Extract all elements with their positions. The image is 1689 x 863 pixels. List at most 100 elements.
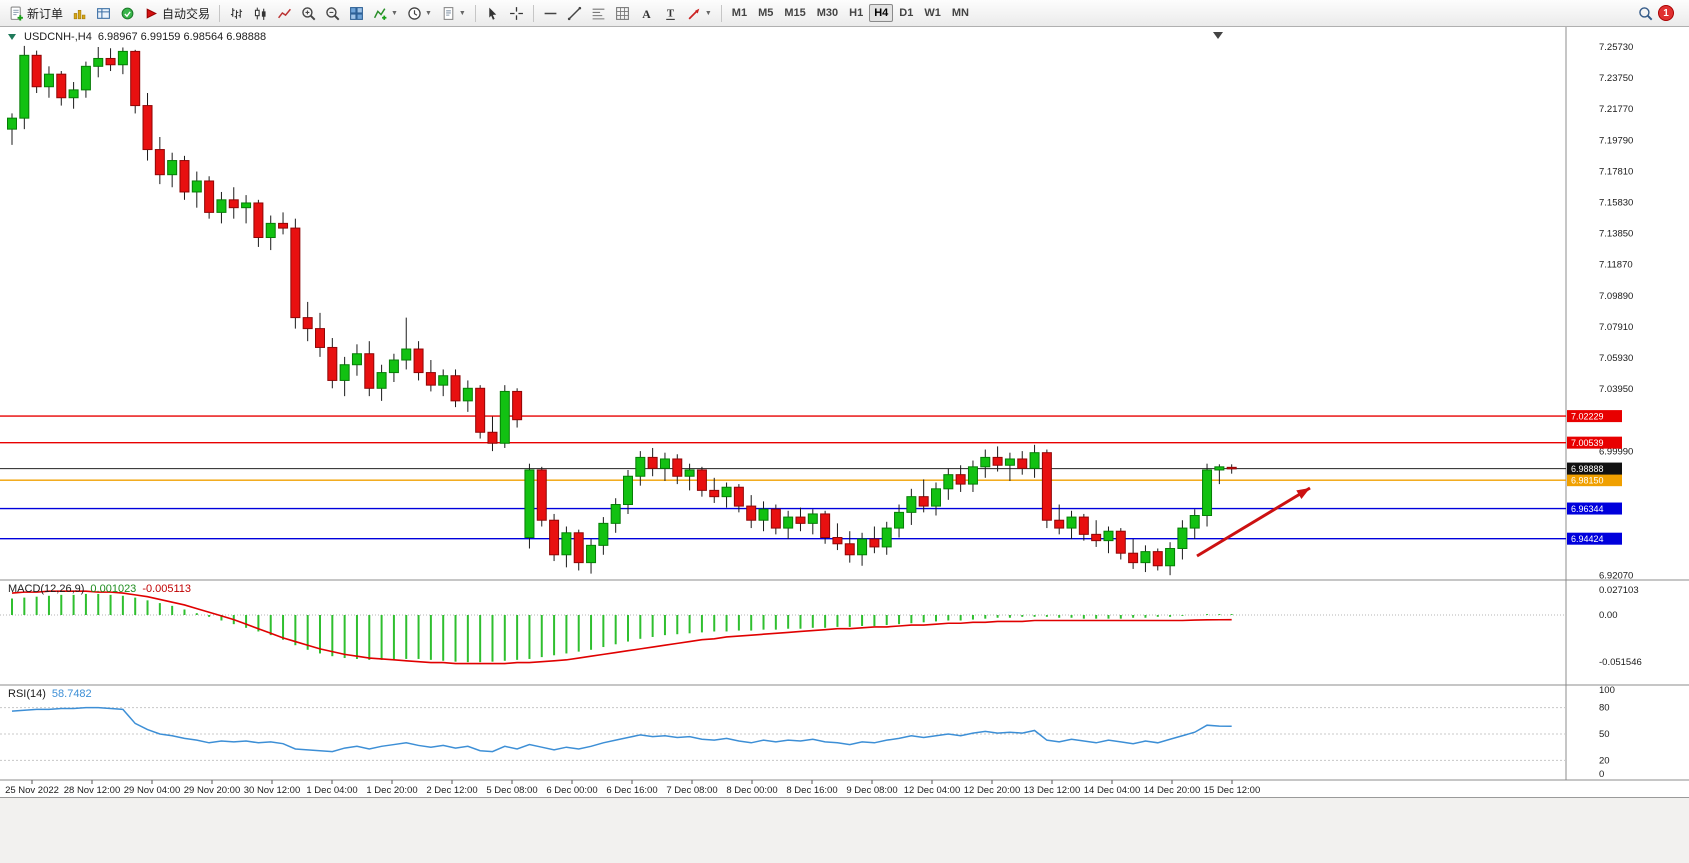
fibonacci-button[interactable]: [587, 3, 610, 24]
price-axis-label: 6.99990: [1599, 446, 1633, 457]
bear-candle: [647, 456, 658, 469]
timeframe-m15-button[interactable]: M15: [779, 4, 810, 22]
bull-candle: [216, 199, 227, 213]
bull-candle: [967, 466, 978, 485]
bull-candle: [635, 456, 646, 477]
price-badge: [1567, 410, 1622, 423]
bull-candle: [758, 508, 769, 521]
zoom-out-button[interactable]: [321, 3, 344, 24]
timeframe-d1-button[interactable]: D1: [894, 4, 918, 22]
price-badge-value: 6.96344: [1571, 504, 1604, 514]
bull-candle: [610, 504, 621, 524]
market-watch-button[interactable]: [92, 3, 115, 24]
macd-name: MACD(12,26,9): [8, 583, 85, 595]
bull-candle: [388, 359, 399, 374]
bull-candle: [881, 527, 892, 548]
periods-button[interactable]: ▼: [403, 3, 436, 24]
price-badge-value: 7.02229: [1571, 412, 1604, 422]
bear-candle: [795, 516, 806, 524]
timeframe-mn-button[interactable]: MN: [947, 4, 974, 22]
cursor-button[interactable]: [481, 3, 504, 24]
time-axis-label: 28 Nov 12:00: [64, 785, 121, 796]
new-order-button[interactable]: 新订单: [5, 2, 67, 25]
bear-candle: [733, 486, 744, 507]
bear-candle: [672, 458, 683, 477]
bull-candle: [1202, 469, 1213, 517]
grid-button[interactable]: [611, 3, 634, 24]
bull-candle: [623, 475, 633, 506]
bear-candle: [992, 456, 1003, 466]
price-badge-value: 7.00539: [1571, 438, 1604, 448]
macd-axis-label: 0.027103: [1599, 585, 1639, 596]
timeframe-h4-button[interactable]: H4: [869, 4, 894, 22]
price-axis-label: 7.09890: [1599, 291, 1633, 302]
time-axis-label: 2 Dec 12:00: [426, 785, 477, 796]
tile-windows-button[interactable]: [345, 3, 368, 24]
time-axis-label: 8 Dec 16:00: [786, 785, 837, 796]
toolbar: 新订单 自动交易 ▼ ▼ ▼ A T ▼ M1 M5 M15 M30 H1 H4…: [0, 0, 1689, 27]
templates-button[interactable]: ▼: [437, 3, 470, 24]
bear-candle: [536, 469, 547, 521]
bull-candle: [721, 486, 732, 498]
candlestick-chart-button[interactable]: [249, 3, 272, 24]
crosshair-button[interactable]: [505, 3, 528, 24]
price-axis-label: 7.15830: [1599, 197, 1633, 208]
timeframe-h1-button[interactable]: H1: [844, 4, 868, 22]
search-button[interactable]: [1634, 3, 1657, 24]
horizontal-line-button[interactable]: [539, 3, 562, 24]
price-axis-label: 7.07910: [1599, 322, 1633, 333]
trend-arrow-head[interactable]: [1296, 488, 1310, 499]
trend-arrow[interactable]: [1196, 486, 1311, 558]
bear-candle: [869, 538, 880, 548]
line-chart-button[interactable]: [273, 3, 296, 24]
rsi-axis-label: 50: [1599, 729, 1610, 740]
time-axis-label: 15 Dec 12:00: [1204, 785, 1261, 796]
chart-profiles-button[interactable]: [68, 3, 91, 24]
time-axis-label: 14 Dec 20:00: [1144, 785, 1201, 796]
price-axis-label: 7.19790: [1599, 135, 1633, 146]
templates-icon: [443, 6, 454, 20]
label-icon: T: [666, 7, 675, 20]
arrows-tool-button[interactable]: ▼: [683, 3, 716, 24]
price-axis-label: 6.92070: [1599, 571, 1633, 582]
price-axis-label: 7.17810: [1599, 166, 1633, 177]
new-order-icon: [10, 6, 23, 20]
indicators-button[interactable]: ▼: [369, 3, 402, 24]
bull-candle: [1165, 547, 1176, 567]
chart-shift-marker[interactable]: [1213, 32, 1223, 39]
grid-icon: [615, 6, 629, 20]
timeframe-m1-button[interactable]: M1: [727, 4, 752, 22]
toolbar-separator: [219, 4, 221, 22]
bear-candle: [549, 519, 560, 556]
data-window-button[interactable]: [116, 3, 139, 24]
bull-candle: [684, 469, 695, 477]
zoom-in-button[interactable]: [297, 3, 320, 24]
bear-candle: [142, 105, 153, 151]
chart-canvas[interactable]: 7.25730 7.23750 7.21770 7.19790 7.17810 7.158…: [0, 27, 1689, 798]
bar-chart-button[interactable]: [225, 3, 248, 24]
bull-candle: [524, 469, 535, 538]
bull-candle: [499, 390, 510, 444]
timeframe-m5-button[interactable]: M5: [753, 4, 778, 22]
bull-candle: [807, 513, 818, 524]
text-tool-button[interactable]: A: [635, 3, 658, 24]
auto-trading-label: 自动交易: [162, 6, 211, 21]
timeframe-w1-button[interactable]: W1: [919, 4, 946, 22]
bull-candle: [351, 353, 362, 366]
text-icon: A: [642, 7, 651, 20]
price-axis-label: 7.25730: [1599, 42, 1633, 53]
arrows-icon: [688, 8, 700, 19]
bear-candle: [302, 317, 313, 330]
fibonacci-icon: [592, 8, 605, 19]
bull-candle: [376, 372, 387, 389]
bear-candle: [709, 489, 720, 498]
timeframe-m30-button[interactable]: M30: [812, 4, 843, 22]
rsi-axis-label: 80: [1599, 703, 1610, 714]
bull-candle: [1066, 516, 1077, 529]
trendline-button[interactable]: [563, 3, 586, 24]
auto-trading-button[interactable]: 自动交易: [140, 2, 214, 25]
label-tool-button[interactable]: T: [659, 3, 682, 24]
notification-badge[interactable]: 1: [1658, 5, 1674, 21]
tile-windows-icon: [350, 6, 363, 20]
trendline-icon: [567, 6, 581, 20]
